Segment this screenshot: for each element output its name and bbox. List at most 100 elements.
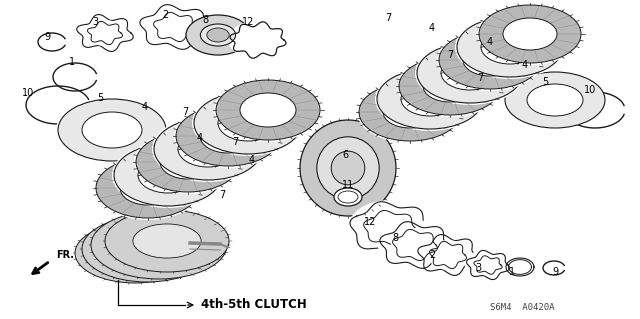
Ellipse shape [477, 3, 583, 65]
Ellipse shape [455, 15, 565, 79]
Ellipse shape [152, 116, 264, 182]
Ellipse shape [298, 118, 398, 218]
Ellipse shape [508, 259, 532, 275]
Ellipse shape [465, 249, 511, 281]
Text: 5: 5 [542, 77, 548, 87]
Text: 2: 2 [429, 250, 435, 260]
Ellipse shape [114, 144, 222, 206]
Ellipse shape [240, 93, 296, 127]
Text: S6M4  A0420A: S6M4 A0420A [490, 303, 554, 313]
Ellipse shape [481, 30, 539, 64]
Ellipse shape [82, 112, 142, 148]
Text: 8: 8 [202, 15, 208, 25]
Ellipse shape [441, 56, 499, 90]
Text: 7: 7 [182, 107, 188, 117]
Ellipse shape [401, 82, 459, 116]
Ellipse shape [96, 158, 200, 218]
Text: 4: 4 [197, 133, 203, 143]
Text: 11: 11 [342, 180, 354, 190]
Ellipse shape [134, 130, 242, 194]
Text: 4: 4 [249, 155, 255, 165]
Ellipse shape [472, 255, 504, 276]
Ellipse shape [112, 142, 224, 208]
Ellipse shape [397, 55, 503, 117]
Ellipse shape [378, 220, 452, 270]
Ellipse shape [111, 231, 183, 267]
Ellipse shape [332, 151, 365, 185]
Text: 2: 2 [162, 10, 168, 20]
Ellipse shape [216, 80, 320, 140]
Text: 7: 7 [447, 50, 453, 60]
Ellipse shape [120, 171, 176, 205]
Text: 8: 8 [392, 233, 398, 243]
Text: 4: 4 [487, 37, 493, 47]
Ellipse shape [423, 70, 477, 102]
Ellipse shape [86, 20, 124, 46]
Ellipse shape [505, 72, 605, 128]
Text: 10: 10 [22, 88, 34, 98]
Ellipse shape [437, 29, 543, 91]
Ellipse shape [383, 96, 437, 128]
Ellipse shape [377, 69, 483, 129]
Ellipse shape [82, 216, 212, 282]
Ellipse shape [503, 18, 557, 50]
Ellipse shape [348, 200, 432, 256]
Ellipse shape [214, 78, 322, 142]
Text: 1: 1 [69, 57, 75, 67]
Ellipse shape [176, 106, 280, 166]
Ellipse shape [154, 118, 262, 180]
Text: 12: 12 [364, 217, 376, 227]
Text: 6: 6 [342, 150, 348, 160]
Ellipse shape [417, 43, 523, 103]
Ellipse shape [194, 92, 302, 154]
Ellipse shape [457, 17, 563, 77]
Ellipse shape [138, 157, 198, 193]
Ellipse shape [359, 83, 461, 141]
Ellipse shape [463, 44, 517, 76]
Text: 12: 12 [242, 17, 254, 27]
Ellipse shape [439, 31, 541, 89]
Text: 7: 7 [232, 137, 238, 147]
Ellipse shape [375, 67, 485, 131]
Ellipse shape [564, 91, 626, 129]
Ellipse shape [56, 97, 168, 163]
Ellipse shape [479, 5, 581, 63]
Ellipse shape [200, 24, 236, 46]
Ellipse shape [228, 20, 287, 60]
Ellipse shape [186, 15, 250, 55]
Ellipse shape [505, 257, 535, 277]
Ellipse shape [362, 209, 418, 247]
Ellipse shape [94, 156, 202, 220]
Ellipse shape [218, 105, 278, 141]
Text: FR.: FR. [56, 250, 74, 260]
Ellipse shape [152, 11, 198, 43]
Ellipse shape [178, 131, 238, 167]
Ellipse shape [527, 84, 583, 116]
Ellipse shape [58, 99, 166, 161]
Text: 4: 4 [429, 23, 435, 33]
Ellipse shape [207, 28, 229, 42]
Text: 5: 5 [97, 93, 103, 103]
Ellipse shape [52, 62, 98, 92]
Ellipse shape [503, 70, 607, 130]
Ellipse shape [334, 188, 362, 206]
Text: 4th-5th CLUTCH: 4th-5th CLUTCH [201, 299, 307, 311]
Text: 9: 9 [44, 32, 50, 42]
Text: 7: 7 [385, 13, 391, 23]
Text: 4: 4 [522, 60, 528, 70]
Ellipse shape [75, 223, 195, 283]
Text: 3: 3 [475, 263, 481, 273]
Ellipse shape [415, 41, 525, 105]
Text: 4: 4 [142, 102, 148, 112]
Ellipse shape [338, 191, 358, 203]
Ellipse shape [25, 85, 91, 125]
Ellipse shape [91, 211, 227, 279]
Ellipse shape [200, 119, 256, 153]
Ellipse shape [300, 120, 396, 216]
Text: 9: 9 [552, 267, 558, 277]
Ellipse shape [391, 228, 439, 262]
Ellipse shape [428, 240, 468, 270]
Text: 3: 3 [92, 17, 98, 27]
Text: 7: 7 [219, 190, 225, 200]
Ellipse shape [542, 260, 566, 276]
